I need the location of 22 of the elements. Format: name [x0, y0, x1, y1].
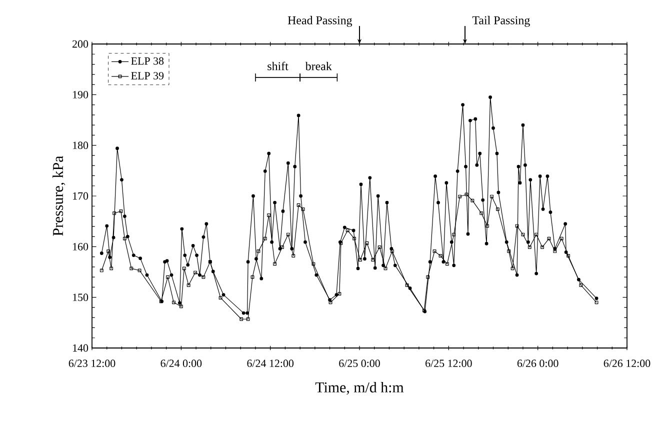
- x-tick-label: 6/26 0:00: [517, 360, 558, 368]
- text: Tail Passing: [472, 16, 530, 27]
- x-tick-label: 6/25 0:00: [339, 360, 380, 368]
- y-tick-label: 150: [73, 294, 88, 302]
- text: Head Passing: [288, 16, 352, 27]
- y-tick-label: 180: [73, 142, 88, 150]
- x-tick-label: 6/24 12:00: [247, 360, 294, 368]
- x-axis-title: Time, m/d h:m: [315, 382, 404, 395]
- annotation: break: [305, 62, 332, 70]
- y-tick-label: 190: [73, 90, 88, 98]
- y-tick-label: 160: [73, 242, 88, 250]
- y-axis-title: Pressure, kPa: [52, 156, 66, 236]
- annotation: shift: [268, 62, 288, 70]
- legend-label: ELP 39: [131, 72, 164, 80]
- y-tick-label: 200: [72, 40, 88, 48]
- x-tick-label: 6/25 12:00: [426, 360, 472, 368]
- legend-label: ELP 38: [131, 57, 164, 65]
- x-tick-label: 6/23 12:00: [68, 360, 116, 368]
- y-tick-label: 170: [73, 192, 88, 200]
- x-tick-label: 6/24 0:00: [160, 360, 202, 368]
- y-tick-label: 140: [73, 344, 88, 352]
- x-tick-label: 6/26 12:00: [604, 360, 650, 368]
